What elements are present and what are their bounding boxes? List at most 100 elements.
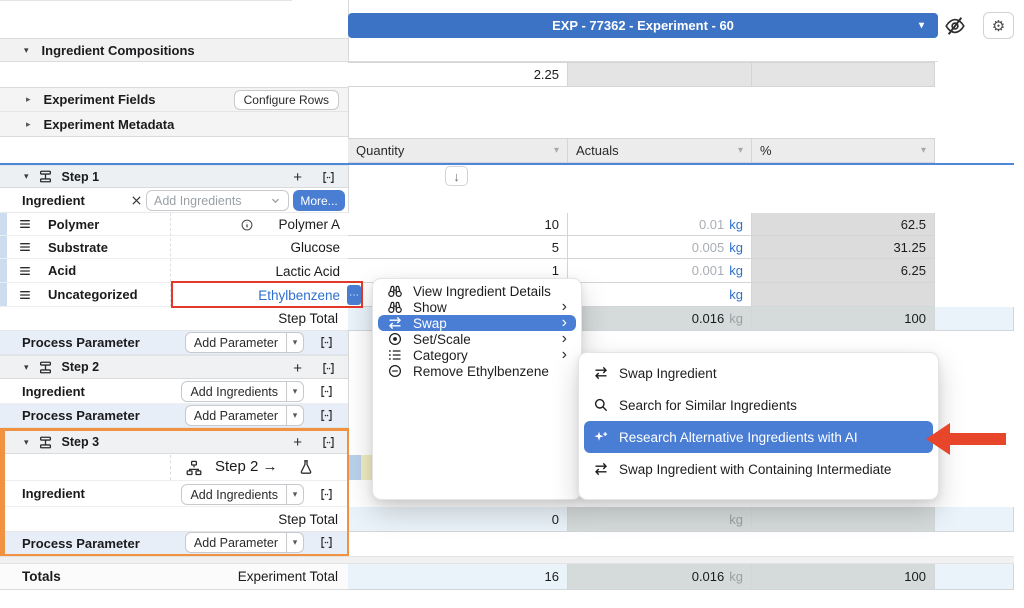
actuals-cell[interactable]: 0.005 kg bbox=[568, 236, 752, 259]
cell-value: 1 bbox=[551, 263, 559, 278]
menu-item-category[interactable]: Category › bbox=[378, 347, 576, 363]
drag-handle-icon[interactable] bbox=[18, 240, 32, 254]
add-parameter-button[interactable]: Add Parameter ▾ bbox=[184, 405, 304, 426]
caret-down-icon[interactable]: ▾ bbox=[286, 485, 303, 504]
chevron-right-icon: › bbox=[561, 298, 567, 315]
expand-brackets-icon[interactable] bbox=[319, 384, 334, 399]
more-label: More... bbox=[300, 193, 338, 208]
red-arrow-annotation bbox=[926, 423, 1006, 455]
expand-brackets-icon[interactable] bbox=[319, 335, 334, 350]
actuals-cell[interactable]: kg bbox=[568, 283, 752, 307]
menu-item-label: Search for Similar Ingredients bbox=[619, 397, 797, 413]
menu-item-swap[interactable]: Swap › bbox=[378, 315, 576, 331]
category-label[interactable]: Polymer bbox=[48, 216, 100, 232]
column-label: % bbox=[760, 143, 772, 158]
chevron-right-icon: › bbox=[561, 346, 567, 363]
unit-label: kg bbox=[729, 239, 743, 255]
experiment-selector[interactable]: EXP - 77362 - Experiment - 60 ▾ bbox=[348, 13, 938, 38]
drag-handle-icon[interactable] bbox=[18, 264, 32, 278]
step1-process-parameter-row: Process Parameter Add Parameter ▾ bbox=[0, 331, 348, 355]
step2-header[interactable]: ▾ Step 2 + bbox=[0, 355, 348, 379]
add-parameter-button[interactable]: Add Parameter ▾ bbox=[184, 332, 304, 353]
caret-down-icon[interactable]: ▾ bbox=[920, 144, 926, 156]
actuals-cell[interactable]: 0.01 kg bbox=[568, 213, 752, 236]
submenu-item-search-similar[interactable]: Search for Similar Ingredients bbox=[584, 389, 933, 421]
column-header-quantity[interactable]: Quantity ▾ bbox=[348, 138, 568, 163]
add-row-plus-icon[interactable]: + bbox=[293, 434, 302, 451]
step3-header[interactable]: ▾ Step 3 + bbox=[0, 431, 348, 454]
caret-down-icon[interactable]: ▾ bbox=[286, 333, 303, 352]
column-header-actuals[interactable]: Actuals ▾ bbox=[568, 138, 752, 163]
close-icon[interactable] bbox=[130, 194, 143, 207]
menu-item-set-scale[interactable]: Set/Scale › bbox=[378, 331, 576, 347]
more-button[interactable]: More... bbox=[293, 190, 345, 211]
totals-label: Totals bbox=[22, 569, 61, 584]
menu-item-remove-ethylbenzene[interactable]: Remove Ethylbenzene bbox=[378, 363, 576, 379]
ingredient-name-selected[interactable]: Ethylbenzene bbox=[258, 287, 340, 303]
cell-options-ellipsis-button[interactable]: ⋯ bbox=[347, 285, 361, 305]
actuals-cell[interactable]: 0.001 kg bbox=[568, 259, 752, 283]
ingredient-name[interactable]: Lactic Acid bbox=[275, 263, 340, 279]
experiment-total-actuals-cell: 0.016 kg bbox=[568, 564, 752, 590]
ingredient-row-substrate: Substrate Glucose bbox=[0, 236, 348, 259]
flask-icon[interactable] bbox=[298, 459, 314, 475]
expand-brackets-icon[interactable] bbox=[319, 535, 334, 550]
actual-value: 0.005 bbox=[691, 239, 725, 255]
add-ingredients-label: Add Ingredients bbox=[190, 487, 278, 502]
drag-handle-icon[interactable] bbox=[18, 288, 32, 302]
settings-button[interactable]: ⚙ bbox=[983, 12, 1014, 39]
caret-down-icon[interactable]: ▾ bbox=[553, 144, 559, 156]
expand-brackets-icon[interactable] bbox=[321, 170, 336, 185]
expand-brackets-icon[interactable] bbox=[321, 435, 336, 450]
cell-value: 10 bbox=[544, 216, 559, 232]
caret-down-icon[interactable]: ▾ bbox=[286, 533, 303, 552]
expand-brackets-icon[interactable] bbox=[321, 361, 336, 376]
section-experiment-fields[interactable]: ▸ Experiment Fields Configure Rows bbox=[0, 87, 348, 112]
binoculars-icon bbox=[387, 299, 403, 315]
category-label[interactable]: Acid bbox=[48, 263, 77, 278]
info-icon[interactable] bbox=[240, 218, 254, 232]
add-ingredients-dropdown[interactable]: Add Ingredients bbox=[146, 190, 289, 211]
add-row-plus-icon[interactable]: + bbox=[293, 169, 302, 186]
column-header-percent[interactable]: % ▾ bbox=[752, 138, 935, 163]
step1-title: Step 1 bbox=[61, 169, 100, 184]
expand-brackets-icon[interactable] bbox=[319, 487, 334, 502]
category-label[interactable]: Uncategorized bbox=[48, 287, 138, 302]
ingredient-name[interactable]: Glucose bbox=[290, 240, 340, 255]
section-ingredient-compositions[interactable]: ▾ Ingredient Compositions bbox=[0, 38, 348, 62]
ingredient-label: Ingredient bbox=[22, 383, 85, 399]
total-quantity: 16 bbox=[544, 569, 559, 584]
grid-cell-value[interactable]: 2.25 bbox=[348, 62, 568, 87]
submenu-item-research-alternative-ai[interactable]: Research Alternative Ingredients with AI bbox=[584, 421, 933, 453]
sort-down-button[interactable]: ↓ bbox=[445, 166, 468, 186]
caret-down-icon[interactable]: ▾ bbox=[737, 144, 743, 156]
add-row-plus-icon[interactable]: + bbox=[293, 360, 302, 377]
quantity-cell[interactable]: 5 bbox=[348, 236, 568, 259]
section-title: Ingredient Compositions bbox=[41, 42, 195, 58]
menu-item-show[interactable]: Show › bbox=[378, 299, 576, 315]
expand-brackets-icon[interactable] bbox=[319, 408, 334, 423]
submenu-item-swap-ingredient[interactable]: Swap Ingredient bbox=[584, 357, 933, 389]
add-ingredients-button[interactable]: Add Ingredients ▾ bbox=[181, 484, 304, 505]
caret-down-icon[interactable]: ▾ bbox=[286, 406, 303, 425]
cell-fragment-blue bbox=[349, 455, 361, 480]
ingredient-name[interactable]: Polymer A bbox=[278, 217, 340, 232]
caret-down-icon[interactable]: ▾ bbox=[286, 382, 303, 401]
add-parameter-button[interactable]: Add Parameter ▾ bbox=[184, 532, 304, 553]
drag-handle-icon[interactable] bbox=[18, 217, 32, 231]
submenu-item-swap-with-intermediate[interactable]: Swap Ingredient with Containing Intermed… bbox=[584, 453, 933, 485]
target-icon bbox=[387, 331, 403, 347]
caret-down-icon: ▾ bbox=[918, 20, 924, 31]
step1-header[interactable]: ▾ Step 1 + bbox=[0, 165, 348, 188]
step3-orange-border-right bbox=[347, 428, 349, 556]
cell-value: 2.25 bbox=[533, 67, 559, 82]
section-experiment-metadata[interactable]: ▸ Experiment Metadata bbox=[0, 112, 348, 137]
quantity-cell[interactable]: 10 bbox=[348, 213, 568, 236]
eye-slash-icon[interactable] bbox=[944, 15, 966, 37]
menu-item-view-ingredient-details[interactable]: View Ingredient Details bbox=[378, 283, 576, 299]
add-ingredients-button[interactable]: Add Ingredients ▾ bbox=[181, 381, 304, 402]
menu-item-label: Swap Ingredient bbox=[619, 365, 717, 381]
category-label[interactable]: Substrate bbox=[48, 239, 108, 255]
intermediate-step-link[interactable]: Step 2 → bbox=[215, 458, 278, 475]
configure-rows-button[interactable]: Configure Rows bbox=[233, 90, 339, 110]
